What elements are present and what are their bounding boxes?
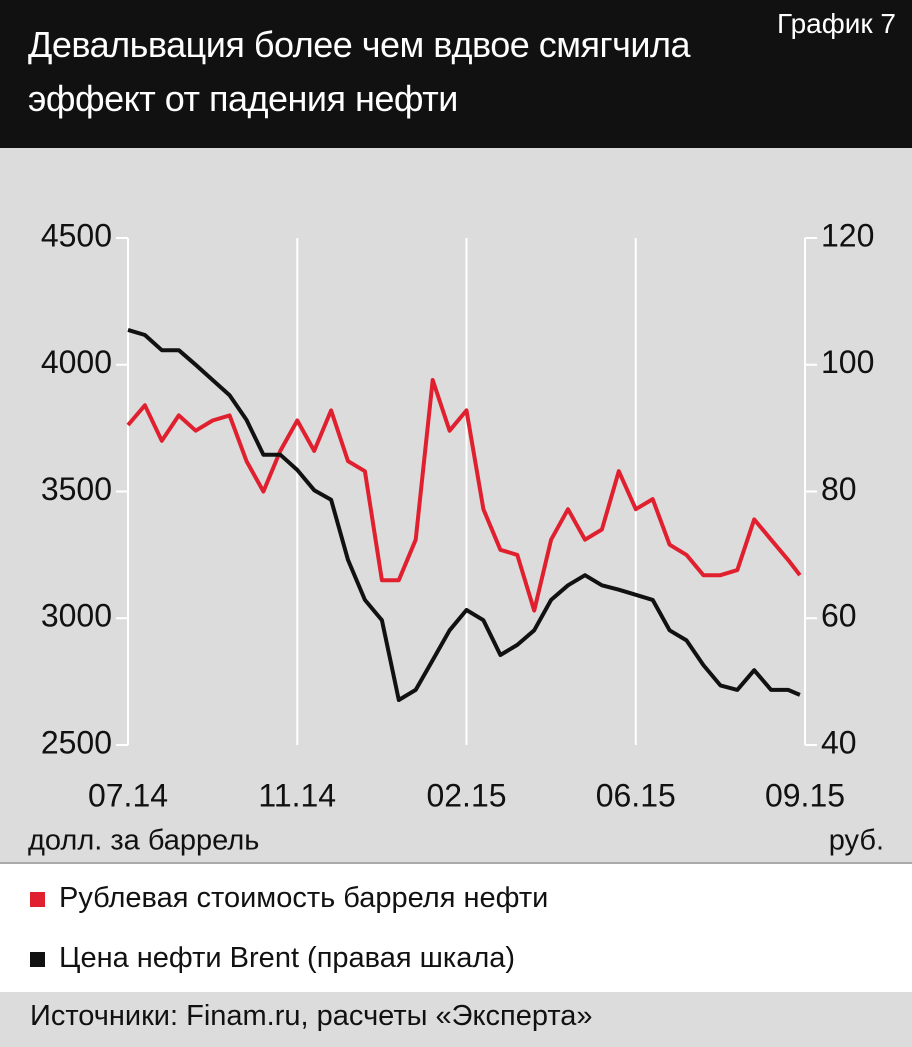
legend-swatch: [30, 951, 45, 967]
legend-label: Цена нефти Brent (правая шкала): [59, 942, 516, 974]
x-tick-label: 09.15: [765, 777, 845, 813]
y-tick-label: 2500: [41, 724, 112, 760]
y2-tick-label: 60: [821, 598, 857, 634]
x-tick-label: 07.14: [88, 777, 168, 813]
y2-unit-label: руб.: [829, 825, 884, 857]
y2-tick-label: 100: [821, 344, 874, 380]
legend-label: Рублевая стоимость барреля нефти: [59, 882, 549, 914]
legend-swatch: [30, 891, 45, 907]
y-tick-label: 4500: [41, 217, 112, 253]
y-tick-label: 3500: [41, 471, 112, 507]
y-tick-label: 4000: [41, 344, 112, 380]
y2-tick-label: 120: [821, 217, 874, 253]
series-line: [127, 327, 801, 702]
legend: Рублевая стоимость барреля нефти Цена неф…: [0, 862, 912, 994]
legend-item: Цена нефти Brent (правая шкала): [30, 942, 515, 975]
y-tick-label: 3000: [41, 598, 112, 634]
chart-label: График 7: [776, 8, 896, 39]
chart: 07.14 11.14 02.15 06.15 09.15 2500 3000 3500 400…: [0, 148, 912, 862]
y-unit-label: долл. за баррель: [28, 825, 259, 857]
source-box: Источники: Finam.ru, расчеты «Эксперта»: [0, 992, 912, 1047]
x-tick-label: 06.15: [596, 777, 676, 813]
series-line: [126, 378, 802, 613]
y2-tick-label: 80: [821, 471, 857, 507]
x-tick-label: 02.15: [426, 777, 506, 813]
y2-tick-label: 40: [821, 724, 857, 760]
chart-title: Девальвация более чем вдвое смягчила эфф…: [28, 24, 691, 119]
source: Источники: Finam.ru, расчеты «Эксперта»: [30, 1000, 593, 1032]
x-tick-label: 11.14: [258, 777, 336, 813]
legend-item: Рублевая стоимость барреля нефти: [30, 882, 548, 915]
header: Девальвация более чем вдвое смягчила эфф…: [0, 0, 912, 148]
